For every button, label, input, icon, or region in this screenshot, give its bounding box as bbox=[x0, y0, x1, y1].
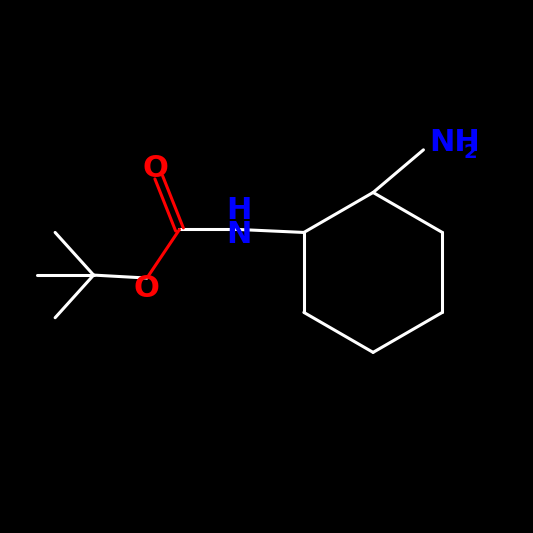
Text: N: N bbox=[226, 220, 252, 249]
Text: H: H bbox=[226, 196, 252, 225]
Text: O: O bbox=[134, 274, 160, 303]
Text: 2: 2 bbox=[464, 143, 478, 161]
Text: O: O bbox=[143, 154, 169, 183]
Text: NH: NH bbox=[430, 128, 480, 157]
